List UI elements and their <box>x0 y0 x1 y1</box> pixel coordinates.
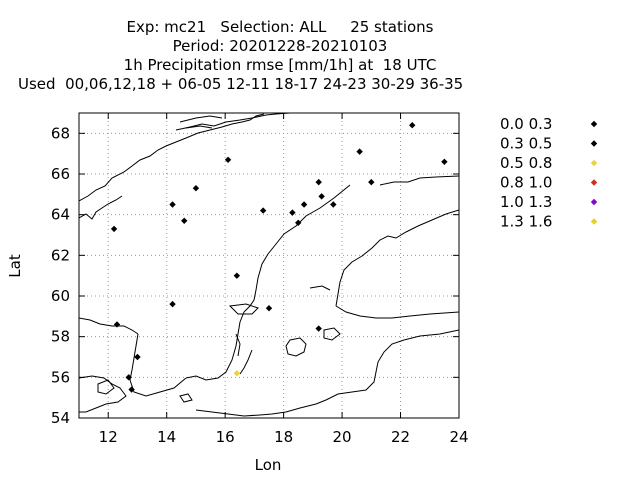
station-marker <box>295 219 302 226</box>
legend-label: 0.5 0.8 <box>500 154 552 172</box>
x-tick-label: 24 <box>449 428 468 446</box>
x-tick-label: 18 <box>274 428 293 446</box>
plot-frame <box>78 112 460 419</box>
station-marker <box>224 156 232 163</box>
title-used-forecasts: Used 00,06,12,18 + 06-05 12-11 18-17 24-… <box>18 75 464 93</box>
title-period: Period: 20201228-20210103 <box>172 37 388 55</box>
y-tick-label: 66 <box>51 165 70 183</box>
coastline-germany <box>195 409 261 417</box>
coastline-north-cape <box>175 113 291 131</box>
legend-label: 1.3 1.6 <box>500 213 552 231</box>
y-axis-label: Lat <box>6 254 24 278</box>
station-marker <box>233 272 241 279</box>
legend-label: 1.0 1.3 <box>500 193 552 211</box>
station-marker <box>409 122 416 129</box>
title-experiment: Exp: mc21 Selection: ALL 25 stations <box>126 18 434 36</box>
station-marker <box>265 305 273 312</box>
x-axis-label: Lon <box>255 456 282 474</box>
legend: 0.0 0.3 0.3 0.50.5 0.8 0.8 1.01.0 1.3 1.3 1… <box>500 115 598 231</box>
legend-marker <box>590 218 598 225</box>
coastline-finland-west <box>335 209 459 307</box>
island-gotland <box>285 337 307 357</box>
coastline-sweden-west <box>129 333 187 397</box>
coastline-islands-north <box>179 115 223 129</box>
x-tick-label: 20 <box>333 428 352 446</box>
station-marker <box>315 325 322 332</box>
legend-marker <box>590 198 598 206</box>
station-marker <box>128 386 135 393</box>
legend-marker <box>590 140 598 147</box>
coastline-denmark <box>79 375 127 413</box>
coastline-aland <box>309 285 331 291</box>
station-marker <box>134 353 141 361</box>
coastline-gulf-finland <box>335 305 459 319</box>
lake-vanern <box>228 303 259 315</box>
station-marker <box>233 370 241 377</box>
y-tick-label: 68 <box>51 124 70 142</box>
coastline-baltics <box>259 329 459 416</box>
station-marker <box>169 300 176 308</box>
grid-lines <box>79 113 460 419</box>
legend-label: 0.3 0.5 <box>500 135 552 153</box>
coastline-norway-fjords <box>79 195 123 220</box>
station-marker <box>356 148 363 155</box>
y-tick-label: 54 <box>51 409 70 427</box>
legend-marker <box>590 159 598 167</box>
axis-ticks: 12 14 16 18 20 22 24 54 56 58 60 62 64 66 68 <box>51 113 469 446</box>
coastlines <box>79 113 459 417</box>
station-marker <box>318 193 325 200</box>
y-tick-label: 62 <box>51 246 70 264</box>
x-tick-label: 16 <box>216 428 235 446</box>
station-marker <box>113 321 121 328</box>
coastline-skagerrak <box>79 317 139 335</box>
coastline-norway <box>79 113 265 202</box>
station-marker <box>110 225 118 233</box>
station-marker <box>289 209 296 216</box>
x-tick-label: 22 <box>391 428 410 446</box>
station-marker <box>181 217 188 224</box>
y-tick-label: 64 <box>51 206 70 224</box>
y-tick-label: 56 <box>51 368 70 386</box>
legend-label: 0.0 0.3 <box>500 115 552 133</box>
x-tick-label: 12 <box>99 428 118 446</box>
y-tick-label: 60 <box>51 287 70 305</box>
island-bornholm <box>179 393 193 403</box>
coastline-kola <box>379 175 459 186</box>
station-marker <box>315 178 322 186</box>
y-tick-label: 58 <box>51 328 70 346</box>
title-parameter: 1h Precipitation rmse [mm/1h] at 18 UTC <box>123 56 437 74</box>
station-marker <box>441 158 448 165</box>
station-marker <box>368 178 375 186</box>
legend-label: 0.8 1.0 <box>500 174 552 192</box>
island-zealand <box>97 379 115 395</box>
station-marker <box>259 207 267 214</box>
station-marker <box>330 201 337 208</box>
station-marker <box>125 374 132 381</box>
legend-marker <box>590 120 598 128</box>
island-oland <box>239 349 253 375</box>
station-points <box>110 122 448 393</box>
legend-marker <box>590 179 598 186</box>
lake-vattern <box>235 333 241 357</box>
station-marker <box>192 185 200 192</box>
station-marker <box>300 201 308 208</box>
station-marker <box>169 201 176 208</box>
island-saaremaa <box>323 327 341 341</box>
x-tick-label: 14 <box>157 428 176 446</box>
